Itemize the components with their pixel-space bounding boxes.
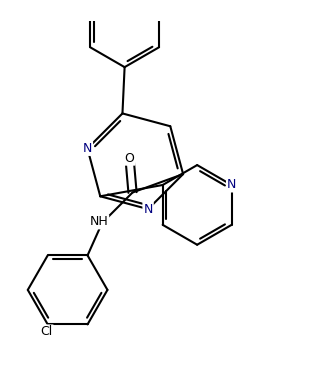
Text: N: N — [83, 142, 92, 155]
Text: Cl: Cl — [41, 325, 53, 338]
Text: O: O — [125, 152, 135, 165]
Text: NH: NH — [89, 216, 108, 229]
Text: N: N — [227, 178, 236, 191]
Text: N: N — [144, 203, 153, 216]
